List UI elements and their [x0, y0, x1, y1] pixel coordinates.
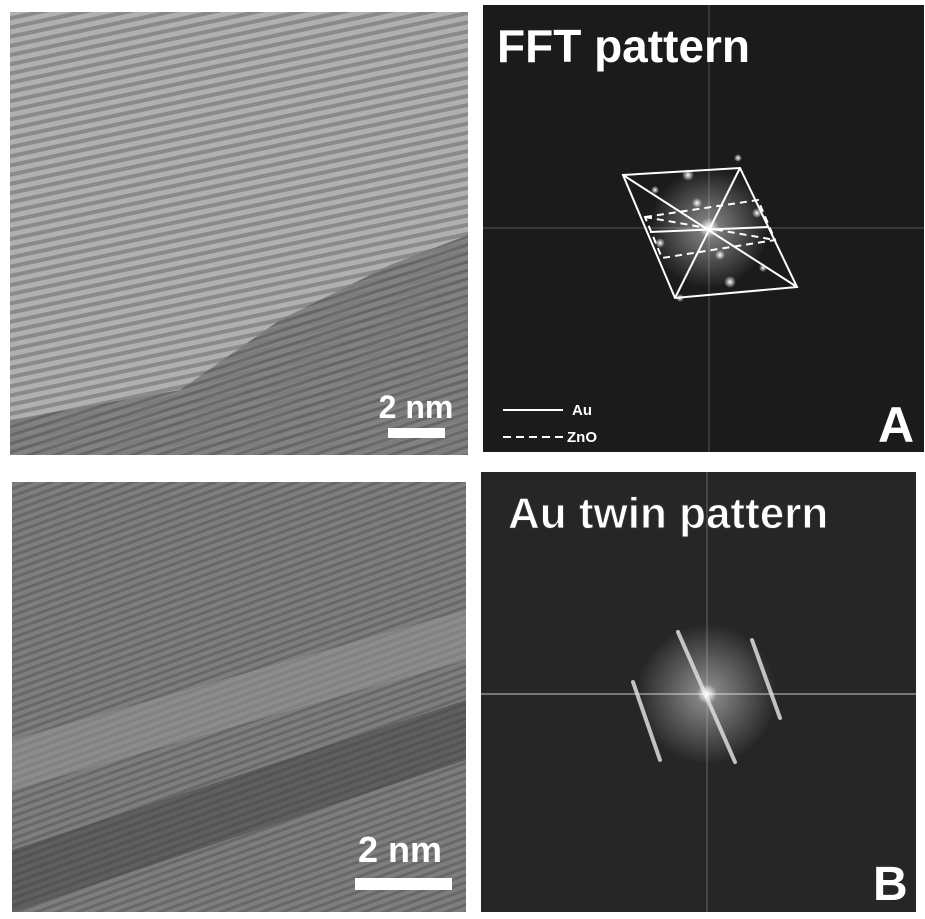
- scale-bar: [388, 428, 445, 438]
- fft-panel-a: Au ZnO FFT pattern A: [483, 5, 924, 453]
- panel-label: B: [873, 858, 908, 911]
- scale-bar-label: 2 nm: [379, 389, 454, 425]
- page: {"panels": [ {"scale_bar": "2 nm"}, {"ti…: [0, 0, 925, 914]
- panel-title: Au twin pattern: [508, 489, 828, 538]
- hrtem-image-b: 2 nm: [12, 482, 466, 912]
- fft-center-spot: [697, 684, 717, 704]
- hrtem-image-a: 2 nm: [10, 12, 468, 455]
- legend-label: Au: [572, 402, 592, 419]
- panel-label: A: [878, 397, 914, 453]
- fft-panel-b: Au twin pattern B: [481, 472, 916, 912]
- figure: 2 nm Au ZnO FFT pattern A: [0, 0, 925, 914]
- scale-bar: [355, 878, 452, 890]
- legend-label: ZnO: [567, 429, 597, 446]
- scale-bar-label: 2 nm: [358, 829, 442, 870]
- panel-title: FFT pattern: [497, 20, 750, 72]
